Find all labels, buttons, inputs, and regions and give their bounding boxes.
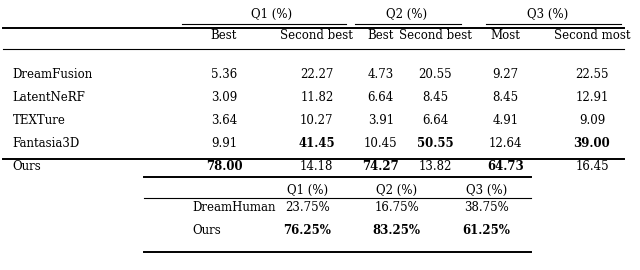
Text: DreamHuman: DreamHuman (192, 201, 275, 214)
Text: Q3 (%): Q3 (%) (466, 184, 507, 197)
Text: 41.45: 41.45 (298, 137, 335, 150)
Text: 4.73: 4.73 (367, 68, 394, 81)
Text: Ours: Ours (192, 224, 221, 237)
Text: 20.55: 20.55 (419, 68, 452, 81)
Text: 16.75%: 16.75% (374, 201, 419, 214)
Text: 76.25%: 76.25% (284, 224, 331, 237)
Text: 12.91: 12.91 (575, 91, 609, 104)
Text: Best: Best (211, 29, 237, 42)
Text: 22.27: 22.27 (300, 68, 333, 81)
Text: Best: Best (367, 29, 394, 42)
Text: 22.55: 22.55 (575, 68, 609, 81)
Text: 9.27: 9.27 (493, 68, 518, 81)
Text: TEXTure: TEXTure (13, 114, 66, 127)
Text: Fantasia3D: Fantasia3D (13, 137, 80, 150)
Text: Q1 (%): Q1 (%) (252, 8, 292, 21)
Text: 8.45: 8.45 (493, 91, 518, 104)
Text: 9.91: 9.91 (211, 137, 237, 150)
Text: Q2 (%): Q2 (%) (386, 8, 427, 21)
Text: 61.25%: 61.25% (463, 224, 510, 237)
Text: 78.00: 78.00 (205, 160, 243, 173)
Text: Ours: Ours (13, 160, 42, 173)
Text: 8.45: 8.45 (422, 91, 448, 104)
Text: 4.91: 4.91 (493, 114, 518, 127)
Text: 14.18: 14.18 (300, 160, 333, 173)
Text: 6.64: 6.64 (367, 91, 394, 104)
Text: 50.55: 50.55 (417, 137, 454, 150)
Text: 5.36: 5.36 (211, 68, 237, 81)
Text: 64.73: 64.73 (487, 160, 524, 173)
Text: 12.64: 12.64 (489, 137, 522, 150)
Text: DreamFusion: DreamFusion (13, 68, 93, 81)
Text: 38.75%: 38.75% (464, 201, 509, 214)
Text: 23.75%: 23.75% (285, 201, 330, 214)
Text: 11.82: 11.82 (300, 91, 333, 104)
Text: 16.45: 16.45 (575, 160, 609, 173)
Text: 3.64: 3.64 (211, 114, 237, 127)
Text: 3.91: 3.91 (368, 114, 394, 127)
Text: 13.82: 13.82 (419, 160, 452, 173)
Text: 74.27: 74.27 (362, 160, 399, 173)
Text: LatentNeRF: LatentNeRF (13, 91, 86, 104)
Text: 3.09: 3.09 (211, 91, 237, 104)
Text: Second best: Second best (399, 29, 472, 42)
Text: Most: Most (491, 29, 520, 42)
Text: Second most: Second most (554, 29, 630, 42)
Text: Second best: Second best (280, 29, 353, 42)
Text: 83.25%: 83.25% (372, 224, 421, 237)
Text: 10.45: 10.45 (364, 137, 397, 150)
Text: Q1 (%): Q1 (%) (287, 184, 328, 197)
Text: Q2 (%): Q2 (%) (376, 184, 417, 197)
Text: 10.27: 10.27 (300, 114, 333, 127)
Text: 6.64: 6.64 (422, 114, 449, 127)
Text: 9.09: 9.09 (579, 114, 605, 127)
Text: Q3 (%): Q3 (%) (527, 8, 568, 21)
Text: 39.00: 39.00 (573, 137, 611, 150)
